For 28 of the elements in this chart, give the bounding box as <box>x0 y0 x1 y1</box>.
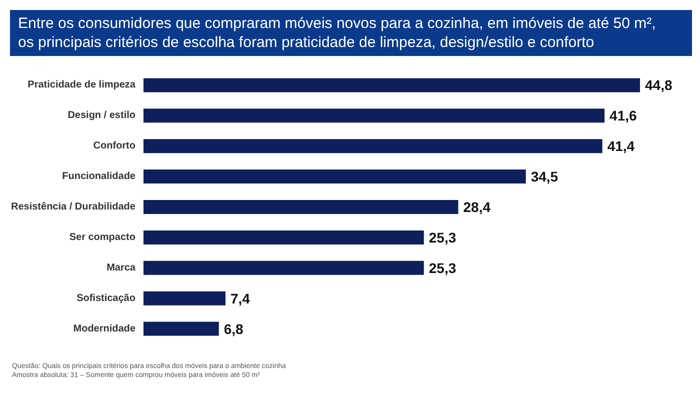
bar <box>143 322 219 336</box>
y-tick-label: Conforto <box>93 140 136 152</box>
bar <box>143 139 602 154</box>
bar <box>143 291 226 306</box>
data-label: 25,3 <box>428 229 456 246</box>
y-tick-label: Sofisticação <box>76 292 136 304</box>
y-tick-label: Resistência / Durabilidade <box>10 202 136 212</box>
data-label: 28,4 <box>463 199 491 215</box>
data-label: 25,3 <box>428 260 456 276</box>
data-label: 34,5 <box>530 168 558 185</box>
data-label: 41,4 <box>607 138 635 154</box>
chart-title: Entre os consumidores que compraram móveis novos para a cozinha, em imóveis de até 50 m², os principais critérios de escolha foram praticidade de limpeza, design/estilo e conforto <box>18 15 660 51</box>
data-label: 44,8 <box>645 77 672 94</box>
y-tick-label: Marca <box>106 262 136 274</box>
y-tick-label: Funcionalidade <box>62 171 136 182</box>
bar <box>143 170 526 184</box>
data-label: 7,4 <box>230 290 250 306</box>
bar <box>143 200 458 214</box>
y-tick-label: Ser compacto <box>69 232 136 243</box>
y-tick-label: Design / estilo <box>68 110 136 122</box>
bar <box>143 108 605 123</box>
bar <box>143 260 424 275</box>
y-tick-label: Praticidade de limpeza <box>28 80 136 91</box>
data-label: 6,8 <box>224 320 244 337</box>
data-label: 41,6 <box>610 108 637 124</box>
bar <box>143 78 640 92</box>
y-tick-label: Modernidade <box>73 323 136 334</box>
bar <box>143 230 424 244</box>
